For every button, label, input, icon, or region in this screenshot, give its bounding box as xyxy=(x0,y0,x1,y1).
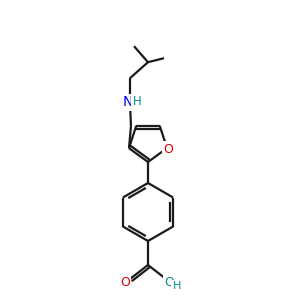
Text: H: H xyxy=(173,281,181,291)
Text: H: H xyxy=(133,95,141,108)
Text: O: O xyxy=(163,143,173,156)
Text: N: N xyxy=(123,95,133,109)
Text: O: O xyxy=(164,275,174,289)
Text: O: O xyxy=(120,275,130,289)
